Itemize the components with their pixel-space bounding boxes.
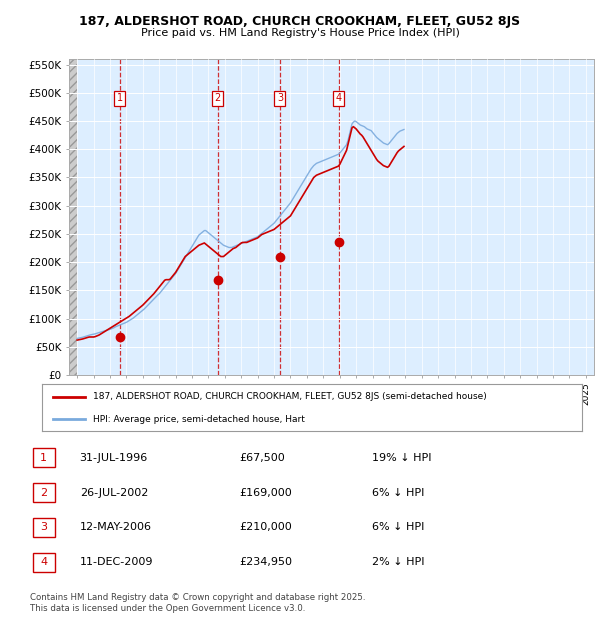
Text: 26-JUL-2002: 26-JUL-2002 — [80, 487, 148, 497]
Text: 6% ↓ HPI: 6% ↓ HPI — [372, 523, 425, 533]
Text: 12-MAY-2006: 12-MAY-2006 — [80, 523, 152, 533]
Text: £210,000: £210,000 — [240, 523, 293, 533]
Bar — [69, 59, 77, 375]
Text: £169,000: £169,000 — [240, 487, 293, 497]
Text: 4: 4 — [40, 557, 47, 567]
Text: 4: 4 — [336, 94, 342, 104]
Text: 1: 1 — [40, 453, 47, 463]
Text: £67,500: £67,500 — [240, 453, 286, 463]
Text: 2% ↓ HPI: 2% ↓ HPI — [372, 557, 425, 567]
Text: £234,950: £234,950 — [240, 557, 293, 567]
Text: 187, ALDERSHOT ROAD, CHURCH CROOKHAM, FLEET, GU52 8JS: 187, ALDERSHOT ROAD, CHURCH CROOKHAM, FL… — [79, 16, 521, 29]
Text: 19% ↓ HPI: 19% ↓ HPI — [372, 453, 432, 463]
Text: HPI: Average price, semi-detached house, Hart: HPI: Average price, semi-detached house,… — [94, 415, 305, 424]
Text: Contains HM Land Registry data © Crown copyright and database right 2025.
This d: Contains HM Land Registry data © Crown c… — [30, 593, 365, 613]
Text: 3: 3 — [277, 94, 283, 104]
Text: 187, ALDERSHOT ROAD, CHURCH CROOKHAM, FLEET, GU52 8JS (semi-detached house): 187, ALDERSHOT ROAD, CHURCH CROOKHAM, FL… — [94, 392, 487, 402]
Text: 3: 3 — [40, 523, 47, 533]
Text: 31-JUL-1996: 31-JUL-1996 — [80, 453, 148, 463]
FancyBboxPatch shape — [33, 518, 55, 537]
Text: 11-DEC-2009: 11-DEC-2009 — [80, 557, 153, 567]
Text: Price paid vs. HM Land Registry's House Price Index (HPI): Price paid vs. HM Land Registry's House … — [140, 28, 460, 38]
Text: 1: 1 — [116, 94, 122, 104]
FancyBboxPatch shape — [33, 448, 55, 467]
Text: 2: 2 — [215, 94, 221, 104]
Text: 6% ↓ HPI: 6% ↓ HPI — [372, 487, 425, 497]
Text: 2: 2 — [40, 487, 47, 497]
FancyBboxPatch shape — [33, 483, 55, 502]
FancyBboxPatch shape — [33, 552, 55, 572]
